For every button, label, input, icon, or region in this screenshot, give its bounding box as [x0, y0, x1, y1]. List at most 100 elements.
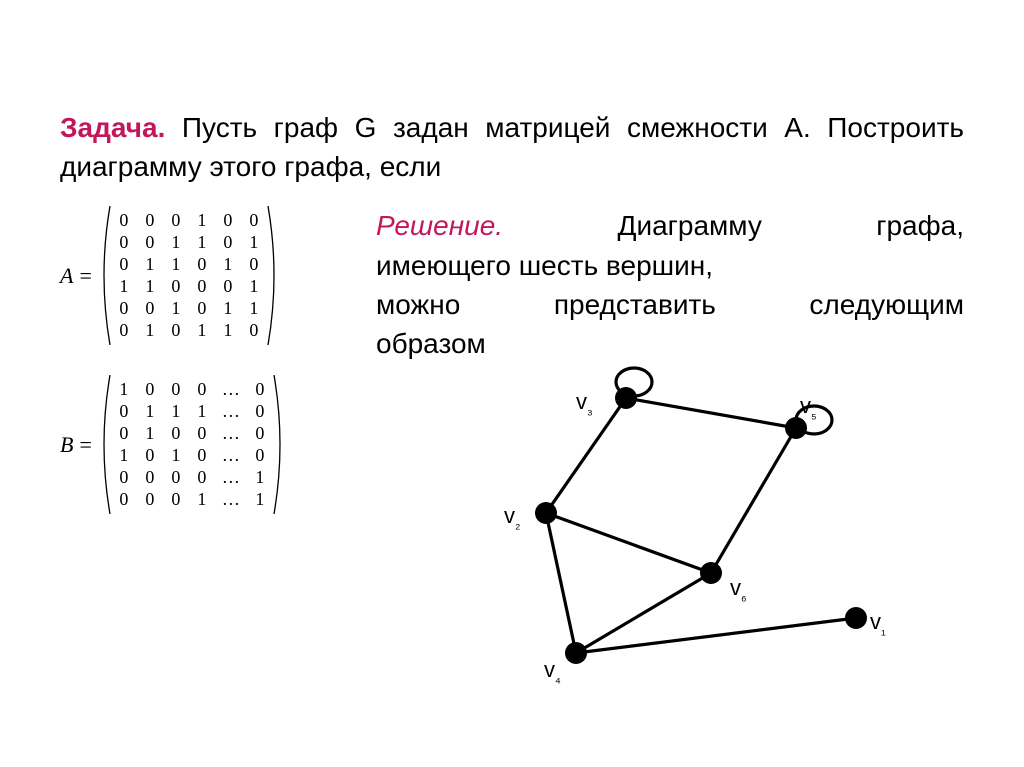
matrix-cell: 1	[144, 254, 156, 275]
matrix-cell: 0	[196, 276, 208, 297]
matrix-cell: …	[222, 467, 240, 488]
matrix-cell: 0	[144, 232, 156, 253]
matrix-cell: 1	[170, 254, 182, 275]
matrix-cell: 0	[254, 379, 266, 400]
matrix-a-rparen	[266, 206, 280, 345]
matrix-cell: 0	[222, 210, 234, 231]
matrix-cell: 0	[144, 210, 156, 231]
graph-edge	[576, 573, 711, 653]
graph-node-label: v₂	[504, 503, 520, 531]
matrix-cell: 1	[144, 401, 156, 422]
graph-node-label: v₅	[800, 393, 817, 421]
graph-node-label: v₄	[544, 657, 561, 685]
matrix-cell: 0	[254, 401, 266, 422]
matrix-cell: 0	[254, 445, 266, 466]
matrix-cell: 1	[144, 276, 156, 297]
matrix-cell: 1	[248, 276, 260, 297]
solution-line1-tail: Диаграмму графа,	[503, 210, 964, 241]
graph-node	[700, 562, 722, 584]
matrix-cell: 1	[170, 445, 182, 466]
graph-edge	[626, 398, 796, 428]
matrix-cell: 1	[196, 210, 208, 231]
matrix-cell: 1	[196, 320, 208, 341]
matrix-cell: 0	[254, 423, 266, 444]
matrix-cell: 0	[170, 467, 182, 488]
matrix-cell: 1	[196, 232, 208, 253]
matrix-b: B = 1000…00111…00100…01010…00000…10001…1	[60, 375, 360, 514]
graph-node	[845, 607, 867, 629]
graph-node	[565, 642, 587, 664]
matrix-cell: 0	[248, 210, 260, 231]
matrix-cell: 1	[248, 232, 260, 253]
matrix-cell: 1	[118, 276, 130, 297]
graph-node-label: v₃	[576, 389, 593, 417]
matrix-cell: 1	[144, 320, 156, 341]
matrix-b-lparen	[98, 375, 112, 514]
matrix-b-eq: =	[79, 432, 91, 458]
problem-body: Пусть граф G задан матрицей смежности A.…	[60, 112, 964, 182]
matrix-b-lhs: B	[60, 432, 73, 458]
matrix-cell: 1	[170, 401, 182, 422]
matrix-cell: 0	[170, 320, 182, 341]
graph-edge	[546, 513, 711, 573]
matrix-cell: 0	[118, 401, 130, 422]
matrix-cell: 0	[196, 298, 208, 319]
matrix-a-eq: =	[79, 263, 91, 289]
matrix-cell: 0	[118, 254, 130, 275]
matrix-cell: 0	[118, 423, 130, 444]
problem-statement: Задача. Пусть граф G задан матрицей смеж…	[60, 108, 964, 186]
matrix-a-lhs: A	[60, 263, 73, 289]
matrix-cell: 0	[248, 254, 260, 275]
matrix-cell: 0	[222, 232, 234, 253]
matrix-cell: 1	[222, 254, 234, 275]
matrix-cell: 1	[254, 489, 266, 510]
solution-label: Решение.	[376, 210, 503, 241]
matrix-cell: …	[222, 445, 240, 466]
solution-line4: образом	[376, 324, 964, 363]
matrix-cell: 0	[196, 254, 208, 275]
matrix-cell: 1	[254, 467, 266, 488]
matrix-cell: 0	[144, 379, 156, 400]
matrix-cell: 0	[222, 276, 234, 297]
solution-line2: имеющего шесть вершин,	[376, 246, 964, 285]
matrix-cell: 0	[170, 210, 182, 231]
matrix-cell: 0	[196, 423, 208, 444]
matrix-cell: 1	[170, 298, 182, 319]
matrix-a-lparen	[98, 206, 112, 345]
problem-label: Задача.	[60, 112, 165, 143]
graph-diagram: v₁v₂v₃v₄v₅v₆	[436, 363, 896, 683]
matrix-cell: 0	[196, 445, 208, 466]
matrix-cell: 0	[196, 467, 208, 488]
matrix-cell: 0	[196, 379, 208, 400]
matrix-cell: …	[222, 423, 240, 444]
graph-edge	[576, 618, 856, 653]
matrix-cell: 0	[248, 320, 260, 341]
matrix-cell: 0	[170, 489, 182, 510]
matrix-b-grid: 1000…00111…00100…01010…00000…10001…1	[116, 375, 268, 514]
graph-node-label: v₁	[870, 609, 886, 637]
matrix-a-grid: 000100001101011010110001001011010110	[116, 206, 262, 345]
matrix-cell: 1	[248, 298, 260, 319]
matrix-cell: 0	[144, 489, 156, 510]
graph-edge	[711, 428, 796, 573]
matrix-cell: 1	[196, 401, 208, 422]
matrix-cell: 0	[170, 379, 182, 400]
graph-edge	[546, 513, 576, 653]
matrix-cell: 1	[222, 320, 234, 341]
matrix-cell: 1	[144, 423, 156, 444]
matrix-cell: …	[222, 401, 240, 422]
matrix-a: A = 000100001101011010110001001011010110	[60, 206, 360, 345]
matrix-cell: 0	[118, 298, 130, 319]
matrix-cell: 0	[118, 489, 130, 510]
matrix-b-rparen	[272, 375, 286, 514]
matrix-cell: 0	[144, 445, 156, 466]
matrix-cell: 0	[144, 467, 156, 488]
matrix-cell: 1	[222, 298, 234, 319]
graph-node	[535, 502, 557, 524]
matrix-cell: 0	[170, 423, 182, 444]
matrix-cell: 0	[118, 210, 130, 231]
matrix-cell: 0	[118, 232, 130, 253]
matrix-cell: …	[222, 489, 240, 510]
graph-node	[615, 387, 637, 409]
matrix-cell: 0	[144, 298, 156, 319]
